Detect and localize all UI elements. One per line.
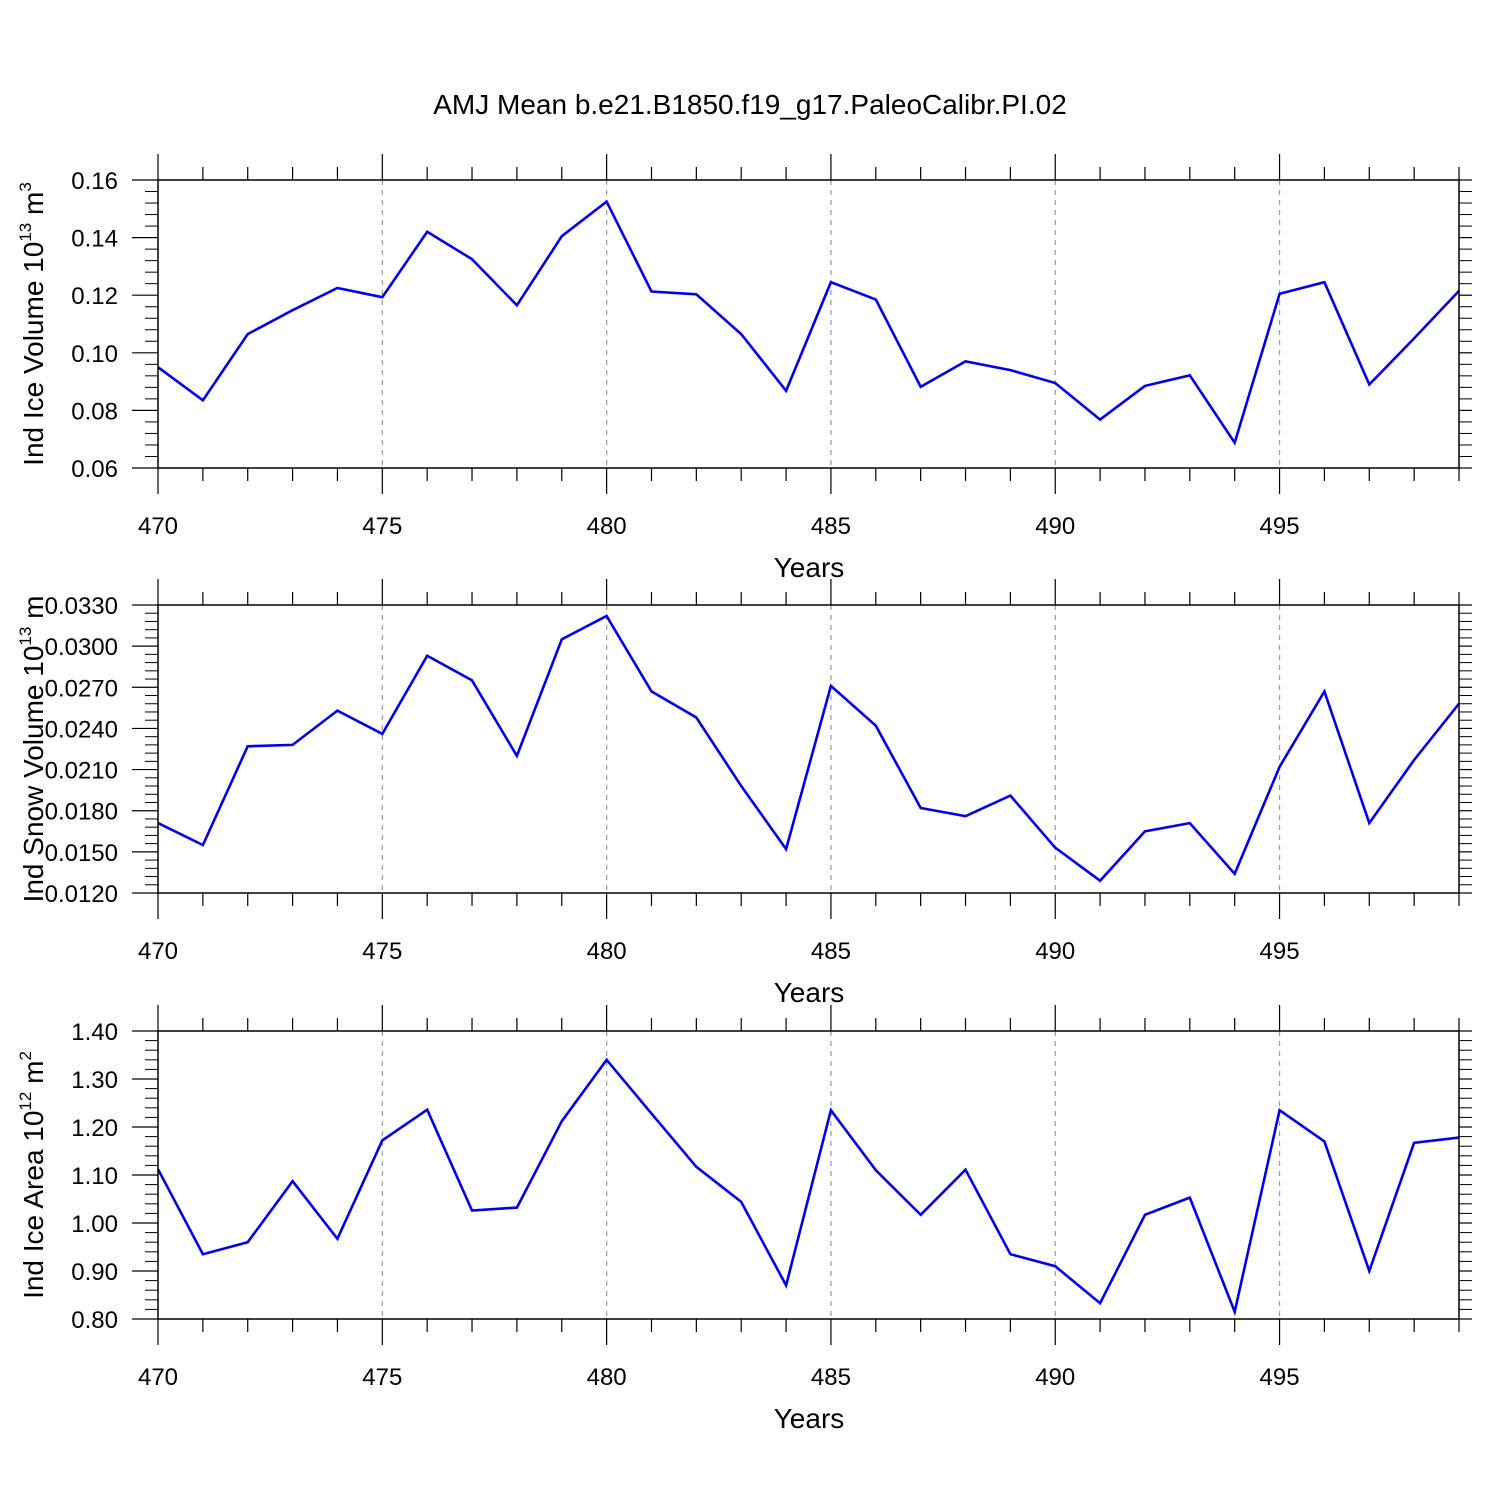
y-axis-label-text: Ind Ice Volume 10 <box>18 242 49 466</box>
y-tick-label: 0.08 <box>71 398 118 425</box>
plot-frame <box>157 1030 1460 1320</box>
panel-1: 0.06 0.08 0.10 0.12 0.14 0.16 470 475 480 485 490 4… <box>16 154 1472 583</box>
x-tick-label: 485 <box>811 938 851 965</box>
x-tick-label: 480 <box>587 938 627 965</box>
y-axis-label-unit: m <box>18 192 49 223</box>
y-axis-label-text: Ind Ice Area 10 <box>18 1111 49 1299</box>
y-tick-label: 0.06 <box>71 456 118 483</box>
y-tick-label: 1.00 <box>71 1211 118 1238</box>
chart-title: AMJ Mean b.e21.B1850.f19_g17.PaleoCalibr… <box>433 89 1067 120</box>
plot-frame <box>157 604 1460 894</box>
y-axis-label-unit: m <box>18 1061 49 1092</box>
x-tick-label: 475 <box>362 513 402 540</box>
y-axis-label-text: Ind Snow Volume 10 <box>18 646 49 903</box>
x-tick-label: 485 <box>811 1364 851 1391</box>
x-tick-label: 470 <box>138 938 178 965</box>
x-tick-label: 475 <box>362 1364 402 1391</box>
x-tick-label: 495 <box>1260 1364 1300 1391</box>
panel-2: 0.0120 0.0150 0.0180 0.0210 0.0240 0.0270 0.03… <box>16 579 1472 1008</box>
y-tick-label: 0.0270 <box>45 675 118 702</box>
y-axis-label-unit-exponent: 3 <box>16 182 35 191</box>
x-axis-label: Years <box>774 1403 845 1434</box>
y-axis-label-unit: m <box>18 596 49 627</box>
x-tick-label: 475 <box>362 938 402 965</box>
series-line <box>157 614 1461 883</box>
panel-3: 0.80 0.90 1.00 1.10 1.20 1.30 1.40 470 475 480 485… <box>16 1005 1472 1434</box>
x-tick-label: 495 <box>1260 938 1300 965</box>
y-axis-label-exponent: 13 <box>16 223 35 242</box>
y-axis-label-unit-exponent: 2 <box>16 1051 35 1060</box>
y-axis-label: Ind Snow Volume 1013 m <box>16 596 49 903</box>
series-line <box>156 1057 1460 1317</box>
x-tick-label: 480 <box>587 1364 627 1391</box>
y-tick-label: 1.30 <box>71 1067 118 1094</box>
y-tick-label: 0.0180 <box>45 799 118 826</box>
x-axis-label: Years <box>774 552 845 583</box>
y-axis-label-exponent: 12 <box>16 1092 35 1111</box>
x-tick-label: 485 <box>811 513 851 540</box>
x-axis-label: Years <box>774 977 845 1008</box>
y-tick-label: 0.80 <box>71 1307 118 1334</box>
y-tick-label: 0.0210 <box>45 758 118 785</box>
y-tick-label: 0.0150 <box>45 840 118 867</box>
x-tick-label: 490 <box>1035 513 1075 540</box>
y-tick-label: 0.10 <box>71 341 118 368</box>
y-tick-label: 0.0330 <box>45 593 118 620</box>
x-tick-label: 470 <box>138 513 178 540</box>
y-tick-label: 1.10 <box>71 1163 118 1190</box>
y-tick-label: 1.20 <box>71 1115 118 1142</box>
x-tick-label: 470 <box>138 1364 178 1391</box>
y-tick-label: 0.0120 <box>45 881 118 908</box>
x-tick-label: 480 <box>587 513 627 540</box>
y-axis-label: Ind Ice Volume 1013 m3 <box>16 182 49 466</box>
y-tick-label: 1.40 <box>71 1019 118 1046</box>
y-tick-label: 0.12 <box>71 283 118 310</box>
y-axis-label: Ind Ice Area 1012 m2 <box>16 1051 49 1299</box>
x-tick-label: 490 <box>1035 1364 1075 1391</box>
y-tick-label: 0.0240 <box>45 716 118 743</box>
y-axis-label-exponent: 13 <box>16 627 35 646</box>
y-tick-label: 0.0300 <box>45 634 118 661</box>
y-tick-label: 0.90 <box>71 1259 118 1286</box>
y-tick-label: 0.16 <box>71 168 118 195</box>
series-line <box>157 199 1460 446</box>
x-tick-label: 490 <box>1035 938 1075 965</box>
x-tick-label: 495 <box>1260 513 1300 540</box>
plot-frame <box>157 179 1460 469</box>
y-tick-label: 0.14 <box>71 226 118 253</box>
